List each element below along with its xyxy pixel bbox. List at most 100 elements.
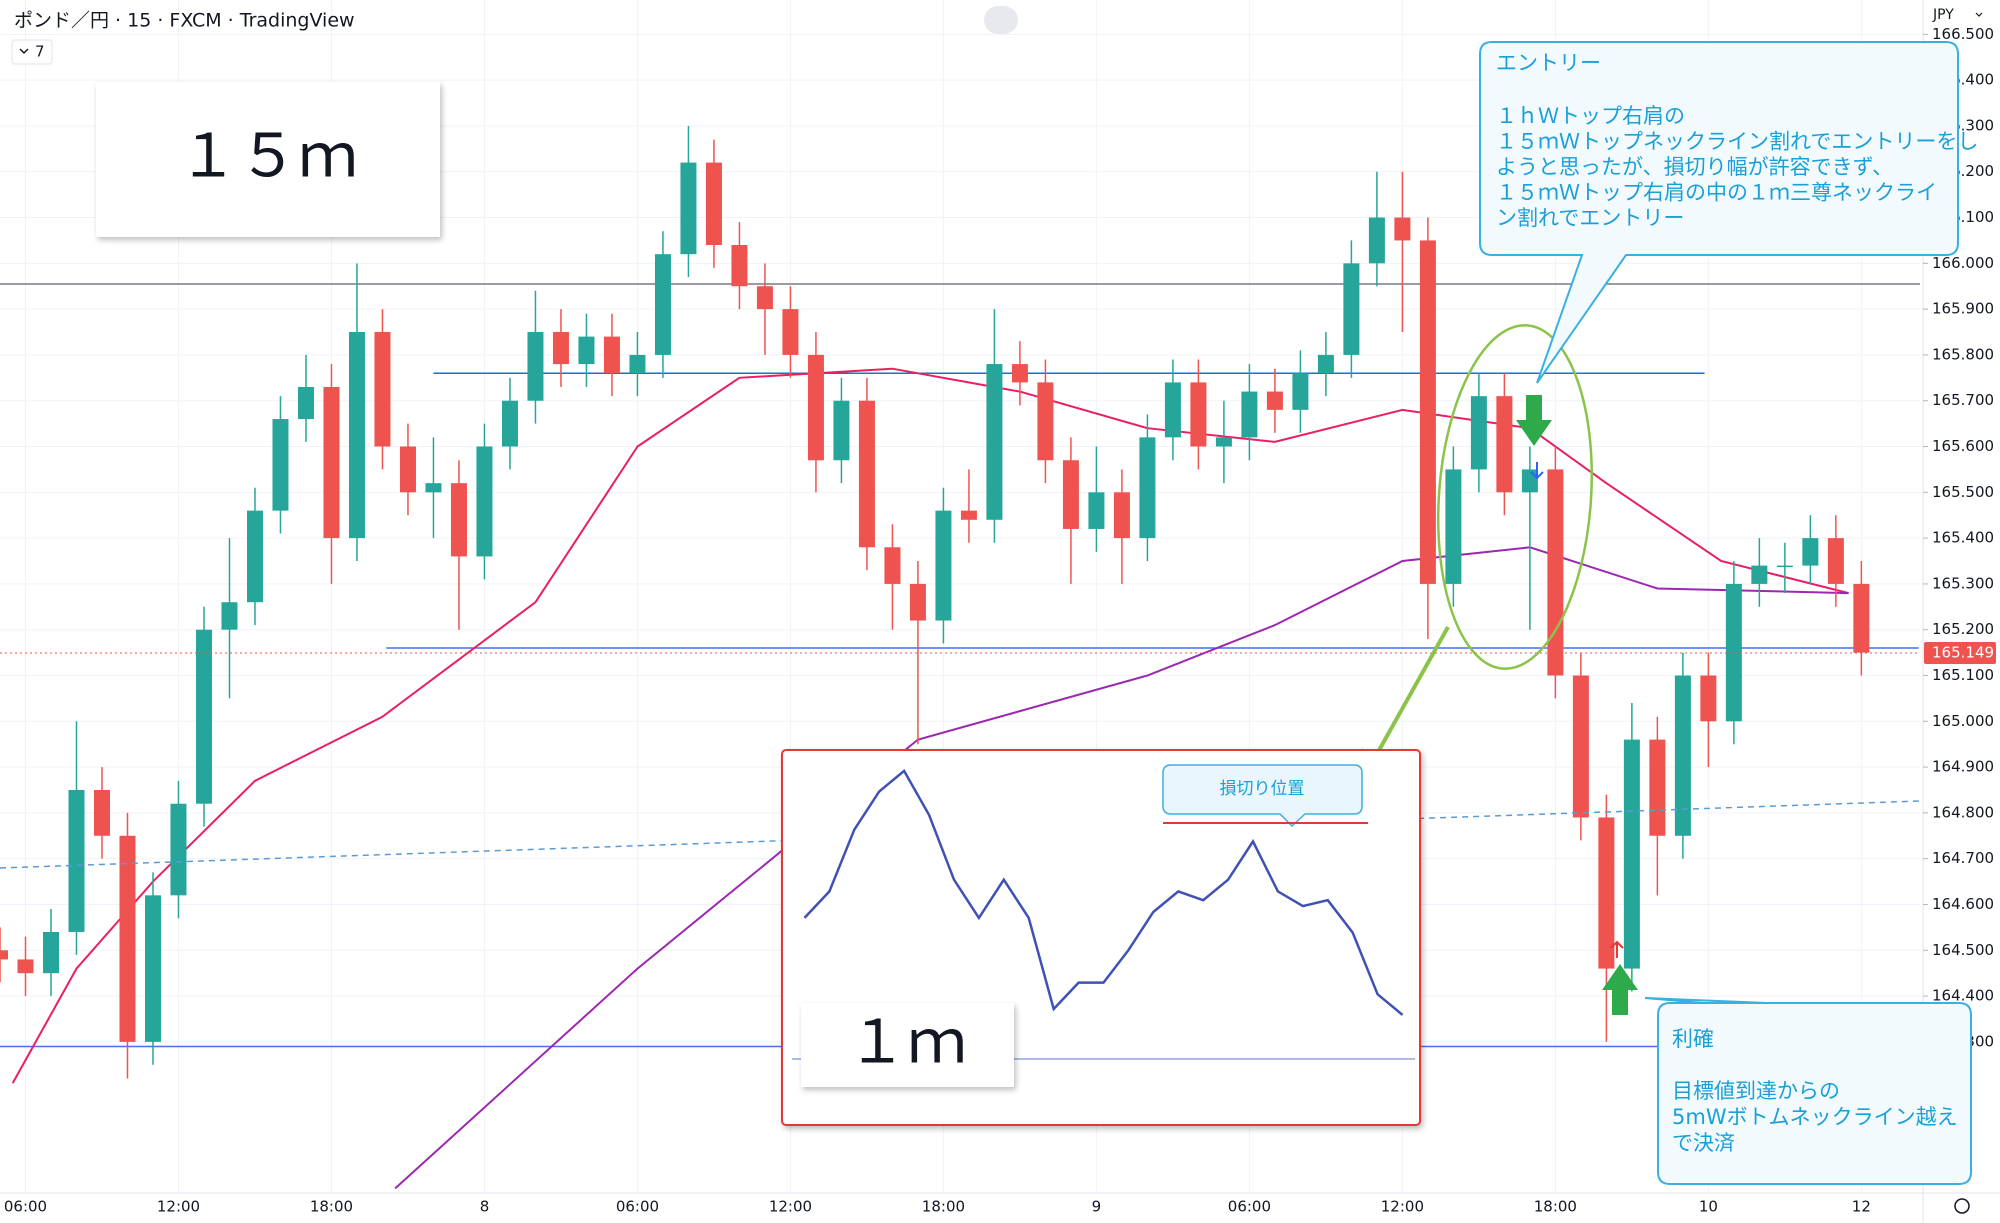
candle-body xyxy=(144,895,161,1042)
candle-body xyxy=(1215,437,1232,447)
exit-marker xyxy=(1610,940,1624,958)
candle-body xyxy=(1623,739,1640,969)
entry-text: １ｈＷトップ右肩の xyxy=(1496,104,1685,128)
y-tick-label: 166.000 xyxy=(1932,254,1994,272)
candle-body xyxy=(501,400,518,447)
stop-loss-label: 損切り位置 xyxy=(1220,779,1305,799)
candle-body xyxy=(1394,217,1411,241)
candle-body xyxy=(1419,240,1436,584)
candle-body xyxy=(1700,675,1717,722)
x-tick-label: 18:00 xyxy=(310,1198,353,1216)
candle-body xyxy=(1292,373,1309,410)
candle-body xyxy=(1521,469,1538,493)
y-tick-label: 165.200 xyxy=(1932,620,1994,638)
candle-body xyxy=(1113,492,1130,539)
candle-body xyxy=(1649,739,1666,836)
candle-body xyxy=(552,332,569,365)
y-tick-label: 164.600 xyxy=(1932,895,1994,913)
currency-chevron xyxy=(1975,12,1983,17)
candle-body xyxy=(1598,817,1615,969)
candle-body xyxy=(1827,538,1844,584)
take-profit-text: 5mWボトムネックライン越え xyxy=(1672,1105,1958,1129)
entry-arrow xyxy=(1516,395,1552,446)
candle-body xyxy=(1445,469,1462,584)
y-tick-label: 164.400 xyxy=(1932,987,1994,1005)
candle-body xyxy=(1572,675,1589,818)
candle-body xyxy=(629,354,646,374)
candle-body xyxy=(323,386,340,539)
candle-body xyxy=(1853,583,1870,653)
candle-body xyxy=(935,510,952,621)
candle-body xyxy=(1368,217,1385,264)
candle-body xyxy=(1088,492,1105,529)
candle-body xyxy=(221,602,238,630)
candle-body xyxy=(119,835,136,1042)
pointer-arrow xyxy=(1360,626,1450,784)
y-tick-label: 166.500 xyxy=(1932,25,1994,43)
candle-body xyxy=(731,245,748,287)
y-tick-label: 165.100 xyxy=(1932,666,1994,684)
y-tick-label: 164.900 xyxy=(1932,758,1994,776)
indicator-toggle[interactable] xyxy=(11,39,53,65)
candle-body xyxy=(1496,396,1513,493)
candle-body xyxy=(1011,364,1028,383)
candle-body xyxy=(348,332,365,539)
exit-arrow xyxy=(1602,964,1638,1015)
y-tick-label: 165.400 xyxy=(1932,529,1994,547)
candle-body xyxy=(1317,354,1334,374)
candle-body xyxy=(195,629,212,804)
y-tick-label: 164.800 xyxy=(1932,803,1994,821)
candle-body xyxy=(1751,565,1768,584)
candle-body xyxy=(680,162,697,255)
entry-text: ン割れでエントリー xyxy=(1496,206,1684,230)
axes: 06:00 12:00 18:00 8 06:00 12:00 18:00 9 06:00 12:… xyxy=(0,25,1996,1216)
y-tick-label: 165.000 xyxy=(1932,712,1994,730)
moving-average xyxy=(394,546,1849,1190)
candle-body xyxy=(1776,565,1793,568)
symbol-title: ポンド／円 · 15 · FXCM · TradingView xyxy=(14,10,355,32)
candle-body xyxy=(170,803,187,896)
entry-text: １５ｍＷトップネックライン割れでエントリーをし xyxy=(1496,130,1978,154)
candle-body xyxy=(93,789,110,836)
candle-body xyxy=(807,354,824,461)
x-tick-label: 06:00 xyxy=(616,1198,659,1216)
candle-body xyxy=(1037,382,1054,461)
x-tick-label: 18:00 xyxy=(922,1198,965,1216)
candle-body xyxy=(1674,675,1691,836)
candle-body xyxy=(833,400,850,461)
entry-text: ようと思ったが、損切り幅が許容できず、 xyxy=(1496,155,1893,179)
candle-body xyxy=(654,254,671,355)
entry-marker xyxy=(1530,462,1544,480)
last-price-label: 165.149 xyxy=(1932,644,1994,662)
label-15m: １５ｍ xyxy=(178,122,358,192)
candle-body xyxy=(1190,382,1207,447)
candle-body xyxy=(425,483,442,493)
candle-body xyxy=(0,950,8,960)
settings-icon[interactable] xyxy=(1954,1198,1970,1214)
candle-body xyxy=(297,386,314,420)
x-tick-label: 12:00 xyxy=(157,1198,200,1216)
callout-texts: エントリー １ｈＷトップ右肩の１５ｍＷトップネックライン割れでエントリーをしようと… xyxy=(1496,51,1978,1155)
x-tick-label: 10 xyxy=(1699,1198,1718,1216)
entry-text: エントリー xyxy=(1496,51,1601,75)
chevron xyxy=(19,48,29,55)
y-tick-label: 164.500 xyxy=(1932,941,1994,959)
candle-body xyxy=(858,400,875,548)
candle-body xyxy=(1266,391,1283,410)
candle-body xyxy=(782,309,799,355)
candle-body xyxy=(1139,437,1156,539)
label-1m: １ｍ xyxy=(847,1008,967,1078)
candle-body xyxy=(1164,382,1181,438)
indicator-count: 7 xyxy=(35,43,45,61)
x-tick-label: 06:00 xyxy=(4,1198,47,1216)
candle-body xyxy=(603,336,620,374)
inset-price-line xyxy=(803,768,1404,1016)
candle-body xyxy=(986,364,1003,520)
candle-body xyxy=(884,547,901,584)
y-tick-label: 165.900 xyxy=(1932,300,1994,318)
inset-plot xyxy=(803,768,1404,1016)
take-profit-text: 目標値到達からの xyxy=(1672,1079,1840,1103)
y-tick-label: 165.600 xyxy=(1932,437,1994,455)
flag-button[interactable] xyxy=(984,6,1018,34)
